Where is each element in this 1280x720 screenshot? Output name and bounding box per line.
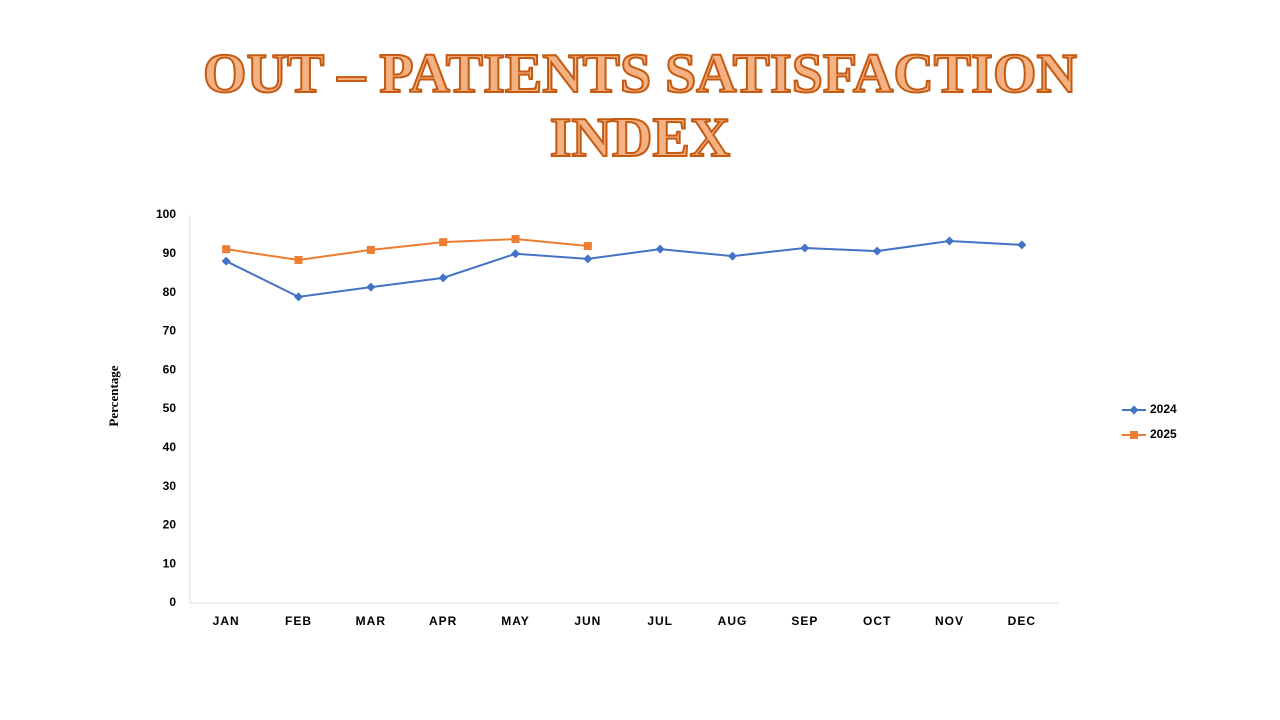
data-point (511, 235, 520, 244)
y-tick-label: 60 (163, 362, 177, 376)
data-point (728, 251, 737, 261)
data-point (438, 273, 448, 283)
x-tick-label: JUN (574, 614, 601, 628)
data-point (221, 256, 231, 266)
data-point (366, 282, 376, 292)
x-tick-label: DEC (1008, 614, 1036, 628)
data-point (800, 243, 810, 253)
y-tick-label: 100 (156, 207, 176, 221)
y-tick-label: 70 (163, 324, 177, 338)
series-line (225, 239, 1022, 298)
legend-marker (1129, 405, 1139, 415)
y-tick-label: 30 (163, 479, 177, 493)
x-tick-label: OCT (863, 614, 891, 628)
x-tick-label: AUG (718, 614, 748, 628)
data-point (222, 245, 231, 254)
x-tick-label: FEB (285, 614, 312, 628)
data-point (294, 292, 303, 302)
legend-label: 2024 (1150, 402, 1177, 416)
data-point (1017, 240, 1027, 250)
y-tick-label: 10 (163, 556, 177, 570)
chart-title: OUT – PATIENTS SATISFACTION INDEX (202, 42, 1078, 170)
data-point (439, 238, 448, 247)
x-tick-label: NOV (935, 614, 964, 628)
legend-marker (1130, 431, 1138, 439)
data-point (583, 242, 592, 251)
series-line (226, 238, 588, 262)
x-tick-label: MAR (356, 614, 386, 628)
x-tick-label: JUL (647, 614, 673, 628)
y-tick-label: 20 (163, 518, 177, 532)
data-point (294, 256, 303, 265)
y-tick-label: 90 (163, 246, 177, 260)
y-tick-label: 80 (163, 285, 177, 299)
data-point (655, 244, 665, 254)
y-tick-label: 50 (163, 401, 177, 415)
data-point (945, 236, 954, 246)
x-tick-label: SEP (791, 614, 818, 628)
x-tick-label: APR (429, 614, 457, 628)
data-point (872, 246, 882, 256)
x-tick-label: MAY (501, 614, 530, 628)
data-point (583, 254, 593, 264)
data-point (511, 249, 520, 259)
y-tick-label: 0 (169, 595, 176, 609)
data-point (366, 245, 375, 254)
x-tick-label: JAN (213, 614, 240, 628)
y-tick-label: 40 (163, 440, 177, 454)
legend-label: 2025 (1150, 427, 1177, 441)
y-axis-label: Percentage (106, 365, 121, 426)
